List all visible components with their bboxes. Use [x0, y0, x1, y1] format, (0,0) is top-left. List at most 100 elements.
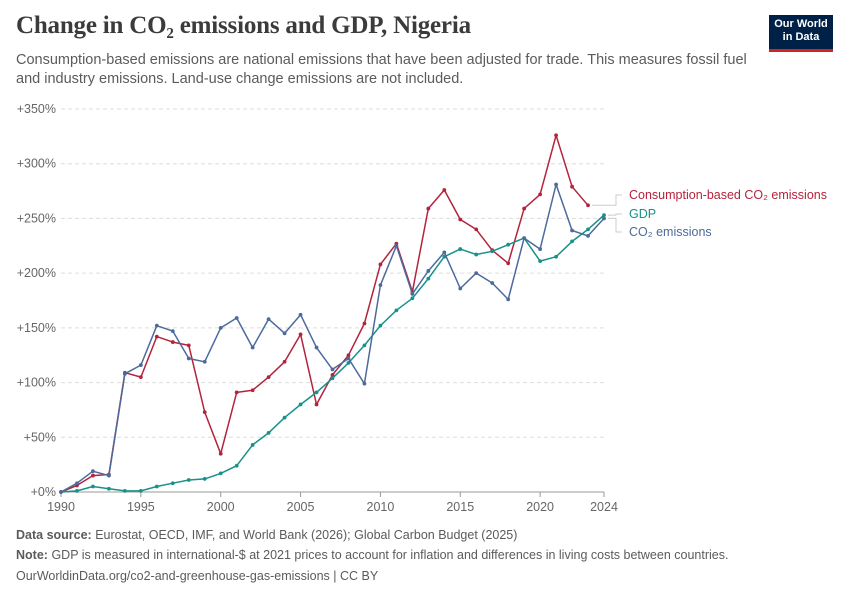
data-point-gdp: [506, 242, 511, 247]
data-point-consumption: [474, 227, 479, 232]
data-point-gdp: [266, 431, 271, 435]
series-line-gdp: [60, 214, 605, 493]
series-line-co2: [60, 183, 605, 493]
data-point-consumption: [458, 217, 463, 222]
data-point-gdp: [410, 296, 415, 301]
x-tick-label: 2024: [590, 500, 618, 514]
data-point-gdp: [378, 323, 383, 328]
data-point-co2: [410, 292, 415, 296]
data-point-gdp: [330, 376, 335, 381]
data-point-co2: [250, 345, 255, 350]
data-point-gdp: [107, 486, 111, 491]
data-point-gdp: [202, 476, 207, 481]
data-point-gdp: [154, 484, 159, 489]
data-point-co2: [75, 481, 79, 486]
data-point-consumption: [138, 375, 143, 379]
data-point-gdp: [474, 252, 479, 257]
y-tick-label: +350%: [17, 102, 56, 116]
data-source: Data source: Eurostat, OECD, IMF, and Wo…: [16, 528, 517, 542]
data-point-gdp: [602, 213, 606, 218]
data-point-gdp: [314, 390, 319, 395]
legend-label-co2: CO₂ emissions: [629, 225, 712, 239]
data-point-co2: [107, 473, 111, 478]
data-point-co2: [266, 317, 271, 322]
data-point-gdp: [218, 471, 223, 476]
data-point-co2: [394, 243, 399, 248]
data-point-consumption: [538, 192, 543, 197]
legend-connector-co2: [608, 217, 622, 233]
data-point-consumption: [522, 206, 527, 211]
data-source-label: Data source:: [16, 528, 92, 542]
chart-subtitle: Consumption-based emissions are national…: [16, 52, 747, 87]
data-point-consumption: [362, 321, 367, 326]
data-point-co2: [59, 490, 63, 494]
data-point-consumption: [202, 410, 207, 415]
data-point-consumption: [91, 473, 95, 478]
data-point-co2: [154, 323, 159, 328]
data-point-co2: [170, 329, 175, 334]
data-point-gdp: [586, 227, 590, 232]
data-point-consumption: [298, 332, 303, 337]
data-point-gdp: [490, 249, 495, 254]
data-point-co2: [282, 331, 287, 336]
data-point-co2: [490, 281, 495, 285]
data-point-consumption: [554, 133, 558, 138]
data-point-consumption: [282, 359, 287, 364]
data-point-gdp: [234, 463, 239, 468]
y-tick-label: +150%: [17, 321, 56, 335]
data-point-co2: [91, 469, 95, 474]
data-point-consumption: [218, 451, 223, 456]
note-text: GDP is measured in international-$ at 20…: [51, 548, 729, 562]
data-point-gdp: [122, 489, 127, 493]
y-tick-label: +100%: [17, 376, 56, 390]
data-source-text: Eurostat, OECD, IMF, and World Bank (202…: [95, 528, 518, 542]
data-point-co2: [138, 363, 143, 367]
legend-connector-consumption: [592, 194, 622, 206]
data-point-consumption: [234, 390, 239, 395]
data-point-gdp: [538, 259, 543, 264]
data-point-co2: [218, 325, 223, 330]
data-point-gdp: [554, 254, 558, 259]
x-tick-label: 2020: [526, 500, 554, 514]
legend-label-consumption: Consumption-based CO₂ emissions: [629, 188, 827, 202]
data-point-gdp: [394, 308, 399, 313]
data-point-co2: [122, 371, 127, 376]
y-tick-label: +50%: [24, 430, 56, 444]
x-tick-label: 2000: [207, 500, 235, 514]
data-point-gdp: [186, 478, 191, 482]
data-point-co2: [330, 367, 335, 372]
data-point-consumption: [570, 184, 574, 189]
data-point-co2: [602, 216, 606, 221]
chart-note: Note: GDP is measured in international-$…: [16, 548, 728, 562]
data-point-consumption: [586, 203, 590, 208]
x-tick-label: 1995: [127, 500, 155, 514]
owid-logo[interactable]: Our World in Data: [769, 15, 833, 52]
data-point-consumption: [250, 388, 255, 393]
data-point-co2: [458, 286, 463, 291]
logo-line-2: in Data: [782, 31, 820, 43]
data-point-consumption: [170, 340, 175, 344]
data-point-co2: [538, 247, 543, 251]
data-point-gdp: [346, 360, 351, 365]
y-tick-label: +0%: [31, 485, 56, 499]
x-tick-label: 2005: [287, 500, 315, 514]
logo-line-1: Our World: [774, 18, 828, 30]
data-point-consumption: [266, 375, 271, 379]
legend-label-gdp: GDP: [629, 207, 656, 221]
data-point-co2: [186, 356, 191, 361]
x-tick-label: 2015: [446, 500, 474, 514]
data-point-co2: [362, 381, 367, 386]
source-url[interactable]: OurWorldinData.org/co2-and-greenhouse-ga…: [16, 569, 379, 583]
y-tick-label: +200%: [17, 266, 56, 280]
data-point-co2: [506, 297, 511, 302]
y-tick-label: +250%: [17, 211, 56, 225]
data-point-gdp: [250, 443, 255, 447]
x-tick-label: 1990: [47, 500, 75, 514]
data-point-consumption: [506, 261, 511, 266]
data-point-co2: [570, 228, 574, 233]
note-label: Note:: [16, 548, 48, 562]
data-point-gdp: [91, 484, 95, 489]
data-point-gdp: [282, 415, 287, 420]
data-point-consumption: [442, 188, 447, 192]
